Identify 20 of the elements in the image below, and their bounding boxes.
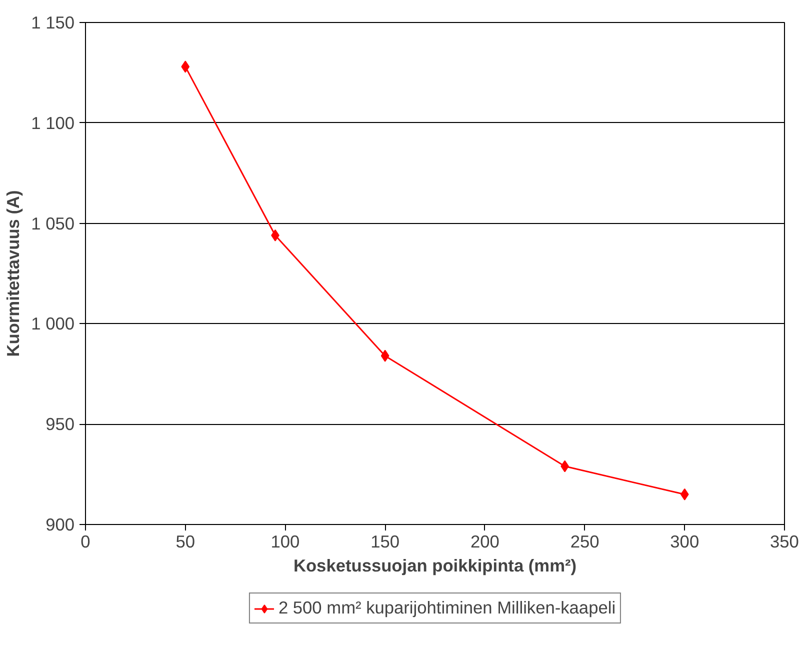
x-tick-label: 250 xyxy=(570,532,600,552)
x-tick-label: 150 xyxy=(370,532,400,552)
point xyxy=(181,60,190,73)
y-tick-label: 1 050 xyxy=(31,213,75,234)
x-tick-label: 0 xyxy=(80,532,90,552)
point xyxy=(380,350,390,362)
y-tick-label: 1 100 xyxy=(31,112,75,133)
y-tick-label: 1 150 xyxy=(31,12,75,32)
x-tick-label: 100 xyxy=(270,532,300,552)
x-tick-label: 200 xyxy=(470,532,500,552)
y-axis-title: Kuormitettavuus (A) xyxy=(3,190,24,357)
x-tick-label: 50 xyxy=(176,532,195,552)
x-axis-title: Kosketussuojan poikkipinta (mm²) xyxy=(293,556,577,576)
legend-label: 2 500 mm² kuparijohtiminen Milliken-kaapeli xyxy=(278,598,616,618)
x-tick-label: 350 xyxy=(770,532,799,552)
y-tick-label: 1 000 xyxy=(31,314,75,334)
point xyxy=(680,488,689,500)
x-tick-label: 300 xyxy=(670,532,700,552)
y-tick-label: 900 xyxy=(46,514,75,534)
y-tick-label: 950 xyxy=(46,414,75,434)
